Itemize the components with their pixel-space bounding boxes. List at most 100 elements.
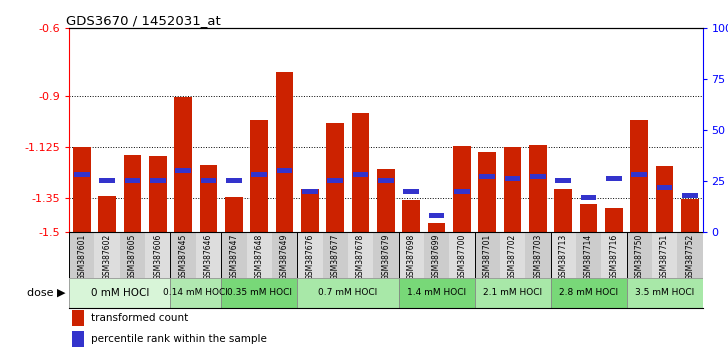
Bar: [251, 172, 267, 177]
Bar: [656, 166, 673, 232]
Bar: [377, 169, 395, 232]
Bar: [580, 195, 596, 200]
Bar: [576, 232, 601, 278]
Bar: [247, 232, 272, 278]
Bar: [378, 178, 394, 183]
Bar: [73, 147, 91, 232]
Text: GSM387679: GSM387679: [381, 233, 390, 280]
Bar: [504, 147, 521, 232]
Bar: [550, 232, 576, 278]
Bar: [120, 232, 145, 278]
Bar: [348, 232, 373, 278]
Bar: [529, 145, 547, 232]
Bar: [606, 176, 622, 182]
Text: GSM387698: GSM387698: [407, 233, 416, 280]
Bar: [323, 232, 348, 278]
Text: GSM387752: GSM387752: [685, 233, 695, 280]
Text: transformed count: transformed count: [91, 313, 189, 323]
Bar: [681, 199, 699, 232]
Text: GSM387714: GSM387714: [584, 233, 593, 280]
Bar: [72, 310, 84, 326]
Text: GSM387605: GSM387605: [128, 233, 137, 280]
Bar: [525, 232, 550, 278]
Bar: [403, 200, 420, 232]
Bar: [429, 213, 445, 218]
Bar: [250, 120, 268, 232]
Bar: [453, 146, 471, 232]
Text: GSM387647: GSM387647: [229, 233, 238, 280]
Text: 0.35 mM HOCl: 0.35 mM HOCl: [226, 289, 292, 297]
Bar: [677, 232, 703, 278]
Bar: [277, 168, 293, 173]
Bar: [174, 97, 192, 232]
Text: GSM387751: GSM387751: [660, 233, 669, 280]
Bar: [605, 208, 622, 232]
Text: GSM387716: GSM387716: [609, 233, 618, 280]
Bar: [427, 223, 446, 232]
Text: GSM387645: GSM387645: [178, 233, 188, 280]
Bar: [225, 197, 242, 232]
Bar: [149, 156, 167, 232]
Text: GSM387700: GSM387700: [457, 233, 467, 280]
Text: 0.7 mM HOCl: 0.7 mM HOCl: [318, 289, 377, 297]
Bar: [297, 232, 323, 278]
Bar: [682, 193, 698, 198]
Bar: [69, 278, 170, 308]
Bar: [301, 189, 319, 232]
Text: GSM387649: GSM387649: [280, 233, 289, 280]
Bar: [424, 232, 449, 278]
Bar: [221, 278, 297, 308]
Bar: [170, 278, 221, 308]
Text: 0.14 mM HOCl: 0.14 mM HOCl: [163, 289, 229, 297]
Text: GSM387677: GSM387677: [331, 233, 340, 280]
Bar: [530, 175, 546, 179]
Bar: [221, 232, 247, 278]
Text: dose ▶: dose ▶: [27, 288, 66, 298]
Text: GSM387602: GSM387602: [103, 233, 111, 280]
Text: GSM387701: GSM387701: [483, 233, 491, 280]
Bar: [150, 178, 166, 183]
Text: 1.4 mM HOCl: 1.4 mM HOCl: [407, 289, 466, 297]
Text: GSM387713: GSM387713: [558, 233, 568, 280]
Bar: [601, 232, 627, 278]
Text: 2.1 mM HOCl: 2.1 mM HOCl: [483, 289, 542, 297]
Bar: [170, 232, 196, 278]
Bar: [478, 152, 496, 232]
Bar: [196, 232, 221, 278]
Text: GSM387648: GSM387648: [255, 233, 264, 280]
Bar: [550, 278, 627, 308]
Bar: [199, 165, 218, 232]
Bar: [627, 278, 703, 308]
Bar: [200, 178, 216, 183]
Text: 0 mM HOCl: 0 mM HOCl: [91, 288, 149, 298]
Text: GSM387678: GSM387678: [356, 233, 365, 280]
Text: GSM387702: GSM387702: [508, 233, 517, 280]
Text: GDS3670 / 1452031_at: GDS3670 / 1452031_at: [66, 14, 221, 27]
Bar: [475, 232, 500, 278]
Text: 2.8 mM HOCl: 2.8 mM HOCl: [559, 289, 618, 297]
Text: 3.5 mM HOCl: 3.5 mM HOCl: [635, 289, 694, 297]
Text: GSM387646: GSM387646: [204, 233, 213, 280]
Bar: [454, 189, 470, 194]
Bar: [272, 232, 297, 278]
Bar: [398, 278, 475, 308]
Bar: [631, 172, 647, 177]
Bar: [124, 155, 141, 232]
Bar: [398, 232, 424, 278]
Bar: [302, 189, 318, 194]
Bar: [145, 232, 170, 278]
Bar: [657, 184, 673, 190]
Bar: [630, 120, 648, 232]
Text: percentile rank within the sample: percentile rank within the sample: [91, 334, 267, 344]
Bar: [373, 232, 398, 278]
Bar: [99, 178, 115, 183]
Bar: [579, 204, 598, 232]
Bar: [500, 232, 525, 278]
Bar: [479, 175, 495, 179]
Text: GSM387703: GSM387703: [534, 233, 542, 280]
Bar: [554, 189, 572, 232]
Bar: [403, 189, 419, 194]
Text: GSM387750: GSM387750: [635, 233, 644, 280]
Bar: [72, 331, 84, 347]
Text: GSM387601: GSM387601: [77, 233, 87, 280]
